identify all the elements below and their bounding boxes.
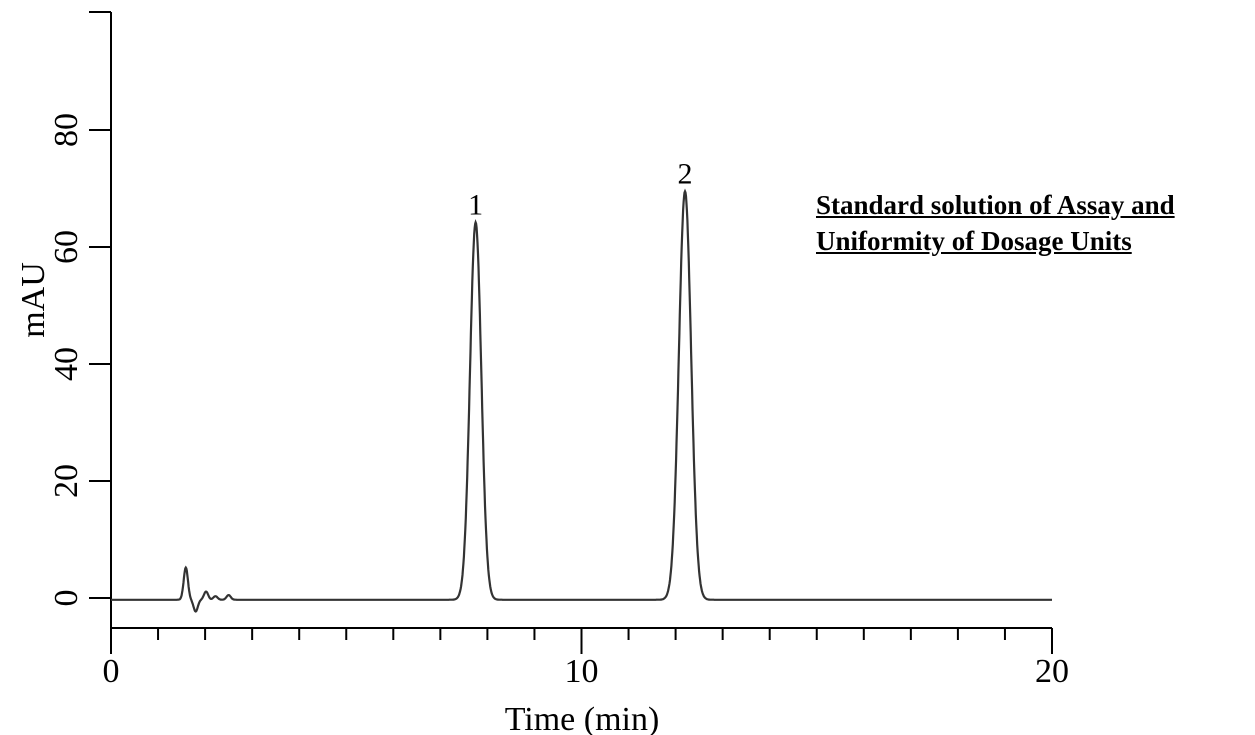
chromatogram-trace [111,188,1052,613]
peak-label: 1 [468,189,483,222]
ticks: 0 20 40 60 80 0 10 20 [48,113,1069,690]
peak-label: 2 [678,158,693,191]
y-tick-label: 80 [48,113,85,147]
y-tick-label: 0 [48,590,85,607]
x-tick-label: 20 [1035,653,1069,690]
y-axis-title: mAU [15,262,52,338]
x-axis-title: Time (min) [505,701,660,735]
x-tick-label: 10 [565,653,599,690]
y-tick-label: 40 [48,347,85,381]
y-tick-label: 60 [48,230,85,264]
peak-labels: 12 [468,158,692,222]
y-tick-label: 20 [48,464,85,498]
axes [89,11,1052,629]
x-tick-label: 0 [103,653,120,690]
annotation-line-2: Uniformity of Dosage Units [816,226,1132,256]
sample-annotation: Standard solution of Assay and Uniformit… [816,187,1175,259]
annotation-line-1: Standard solution of Assay and [816,190,1175,220]
